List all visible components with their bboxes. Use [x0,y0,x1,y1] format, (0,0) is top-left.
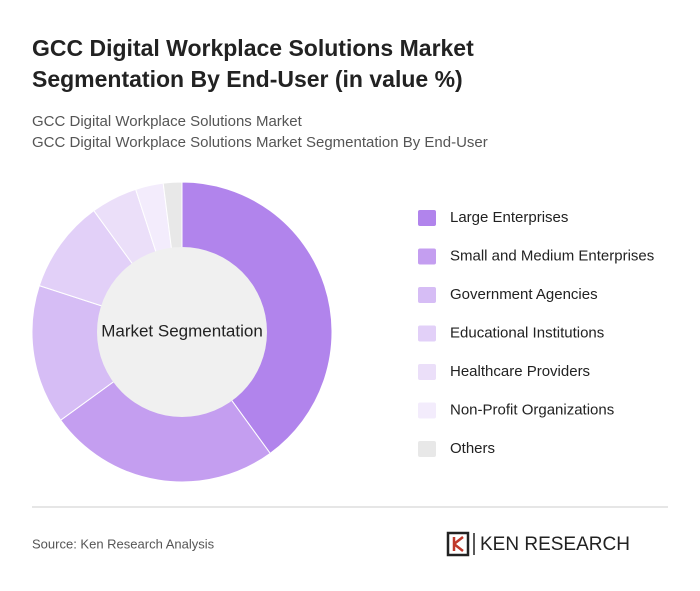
brand: KEN RESEARCH [480,534,630,555]
chart-title: GCC Digital Workplace Solutions Market Se… [32,35,474,92]
legend-swatch [418,441,436,457]
legend-swatch [418,325,436,342]
logo: KEN RESEARCH [446,531,630,557]
subtitle: GCC Digital Workplace Solutions Market [32,113,303,130]
legend-label: Government Agencies [450,286,598,303]
legend-swatch [418,248,436,265]
legend-label: Large Enterprises [450,209,568,226]
legend: Large Enterprises Small and Medium Enterp… [418,209,654,457]
legend-label: Small and Medium Enterprises [450,247,654,264]
logo-icon [452,536,464,552]
legend-label: Healthcare Providers [450,363,590,380]
legend-swatch [418,364,436,380]
legend-swatch [418,402,436,419]
legend-label: Non-Profit Organizations [450,401,614,418]
source: Source: Ken Research Analysis [32,536,215,551]
donut-hole [97,247,267,417]
legend-label: Others [450,440,495,457]
subtitle: GCC Digital Workplace Solutions Market S… [32,134,488,151]
legend-label: Educational Institutions [450,324,604,341]
center-label: Market Segmentation [101,321,263,340]
legend-swatch [418,210,436,226]
logo-icon [446,531,470,557]
legend-swatch [418,287,436,303]
